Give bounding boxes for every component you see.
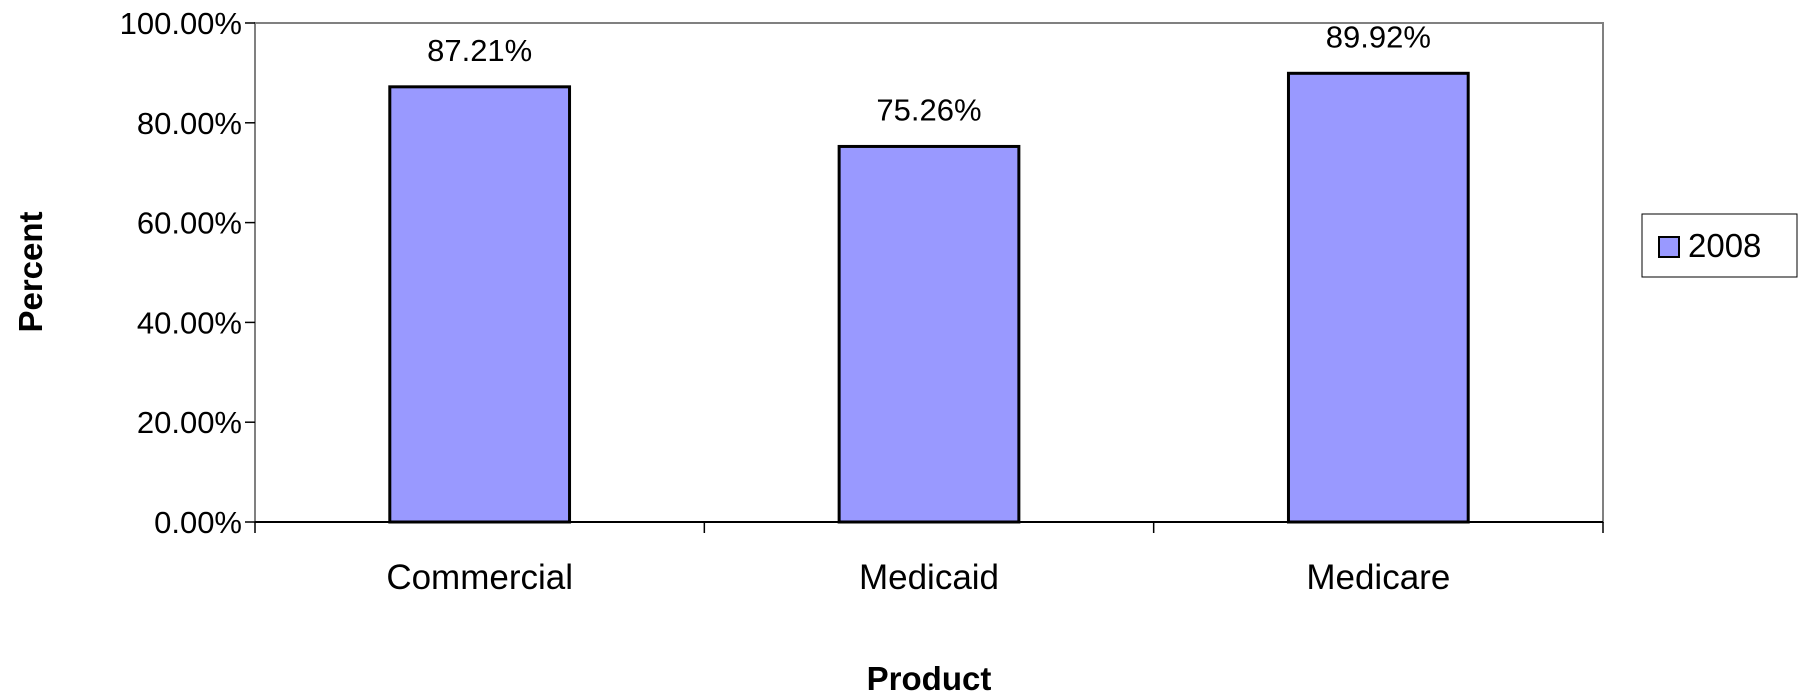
y-tick-label: 20.00% <box>137 405 242 440</box>
y-tick-label: 100.00% <box>120 6 242 41</box>
legend: 2008 <box>1641 213 1798 278</box>
data-label: 89.92% <box>1326 19 1431 54</box>
bar-medicaid <box>837 144 1021 524</box>
y-axis: 0.00% 20.00% 40.00% 60.00% 80.00% 100.00% <box>120 6 255 540</box>
category-label: Medicaid <box>859 558 999 597</box>
bar-medicare <box>1286 71 1470 524</box>
bar-commercial <box>388 85 572 524</box>
y-tick-label: 0.00% <box>154 505 242 540</box>
y-axis-title: Percent <box>12 211 49 332</box>
data-labels: 87.21% 75.26% 89.92% <box>427 19 1431 127</box>
x-axis <box>254 521 1604 533</box>
y-tick-label: 60.00% <box>137 206 242 241</box>
category-label: Commercial <box>386 558 573 597</box>
bar-series <box>388 71 1470 524</box>
category-labels: Commercial Medicaid Medicare <box>386 558 1450 597</box>
legend-swatch <box>1658 236 1680 258</box>
y-tick-label: 80.00% <box>137 106 242 141</box>
y-tick-label: 40.00% <box>137 305 242 340</box>
legend-label: 2008 <box>1688 227 1761 264</box>
category-label: Medicare <box>1306 558 1450 597</box>
data-label: 75.26% <box>876 92 981 127</box>
data-label: 87.21% <box>427 33 532 68</box>
x-axis-title: Product <box>867 660 992 695</box>
